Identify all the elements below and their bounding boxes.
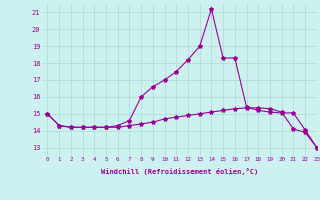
X-axis label: Windchill (Refroidissement éolien,°C): Windchill (Refroidissement éolien,°C) xyxy=(100,168,258,175)
